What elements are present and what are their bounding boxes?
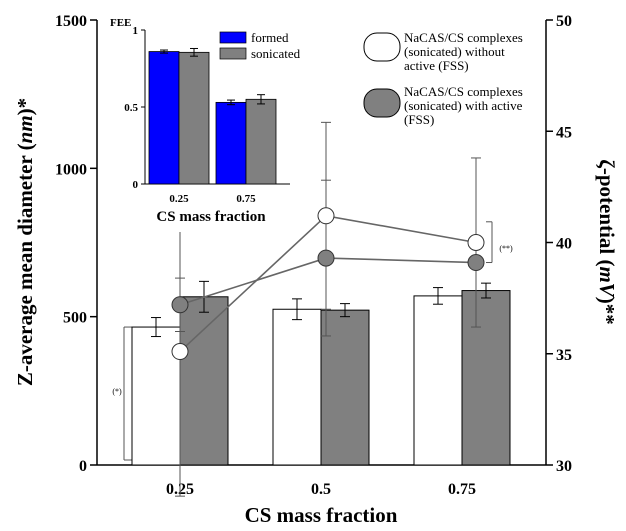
inset-tick-label: 0.5 [124,102,138,114]
inset-legend-swatch-sonicated [219,47,247,60]
zeta-point [171,343,189,361]
inset-bar [215,101,247,185]
right-axis-label: ζ-potential (mV)** [595,159,619,325]
inset-x-tick-label: 0.25 [169,193,189,205]
bar [272,308,322,466]
bar [413,295,463,466]
inset-bars [148,47,277,185]
zeta-point [317,249,335,267]
bar [179,296,229,466]
inset-legend: formed sonicated [219,30,301,61]
inset-chart: 0 0.5 1 0.25 0.75 FEE CS mass fraction forme… [100,17,301,232]
x-tick-label: 0.5 [311,481,331,498]
right-tick-label: 40 [556,236,572,253]
inset-bar [148,51,180,185]
left-tick-label: 0 [79,458,87,475]
zeta-point [467,234,485,251]
right-tick-label: 35 [556,347,572,364]
inset-x-tick-label: 0.75 [236,193,256,205]
inset-y-label: FEE [110,17,131,29]
bar [461,290,511,466]
inset-tick-label: 0 [133,179,139,191]
annotation-brackets [123,221,493,461]
main-plot: 0 500 1000 1500 30 35 40 45 50 0.25 0.5 0.75 CS m… [13,13,619,527]
x-tick-label: 0.75 [448,481,476,498]
inset-legend-label-sonicated: sonicated [251,46,301,61]
legend-label-without-active: NaCAS/CS complexes (sonicated) without a… [404,30,526,73]
legend-swatch-with-active [363,88,401,118]
inset-legend-swatch-formed [219,31,247,44]
left-axis-label: Z-average mean diameter (nm)* [13,98,37,386]
left-tick-label: 1500 [55,13,87,30]
inset-bar [178,51,210,185]
legend-label-with-active: NaCAS/CS complexes (sonicated) with acti… [404,84,526,127]
left-axis-ticks: 0 500 1000 1500 [55,13,97,475]
zeta-point [317,207,335,225]
right-axis-ticks: 30 35 40 45 50 [546,13,572,475]
right-tick-label: 30 [556,458,572,475]
legend-swatch-without-active [363,32,401,62]
x-axis-label: CS mass fraction [245,503,398,527]
legend: NaCAS/CS complexes (sonicated) without a… [363,30,526,127]
inset-tick-label: 1 [133,25,139,37]
right-tick-label: 50 [556,13,572,30]
inset-legend-label-formed: formed [251,30,289,45]
inset-axis-ticks: 0 0.5 1 0.25 0.75 [124,25,256,205]
right-tick-label: 45 [556,124,572,141]
inset-bar [245,98,277,185]
bar [320,309,370,466]
left-tick-label: 1000 [55,161,87,178]
left-tick-label: 500 [63,310,87,327]
inset-x-label: CS mass fraction [156,209,266,225]
zeta-point [467,254,485,272]
zeta-lines [171,121,485,497]
x-axis-ticks: 0.25 0.5 0.75 [166,481,476,498]
annotation-left: (*) [112,387,122,396]
annotation-right: (**) [499,244,513,253]
zeta-point [171,296,189,314]
